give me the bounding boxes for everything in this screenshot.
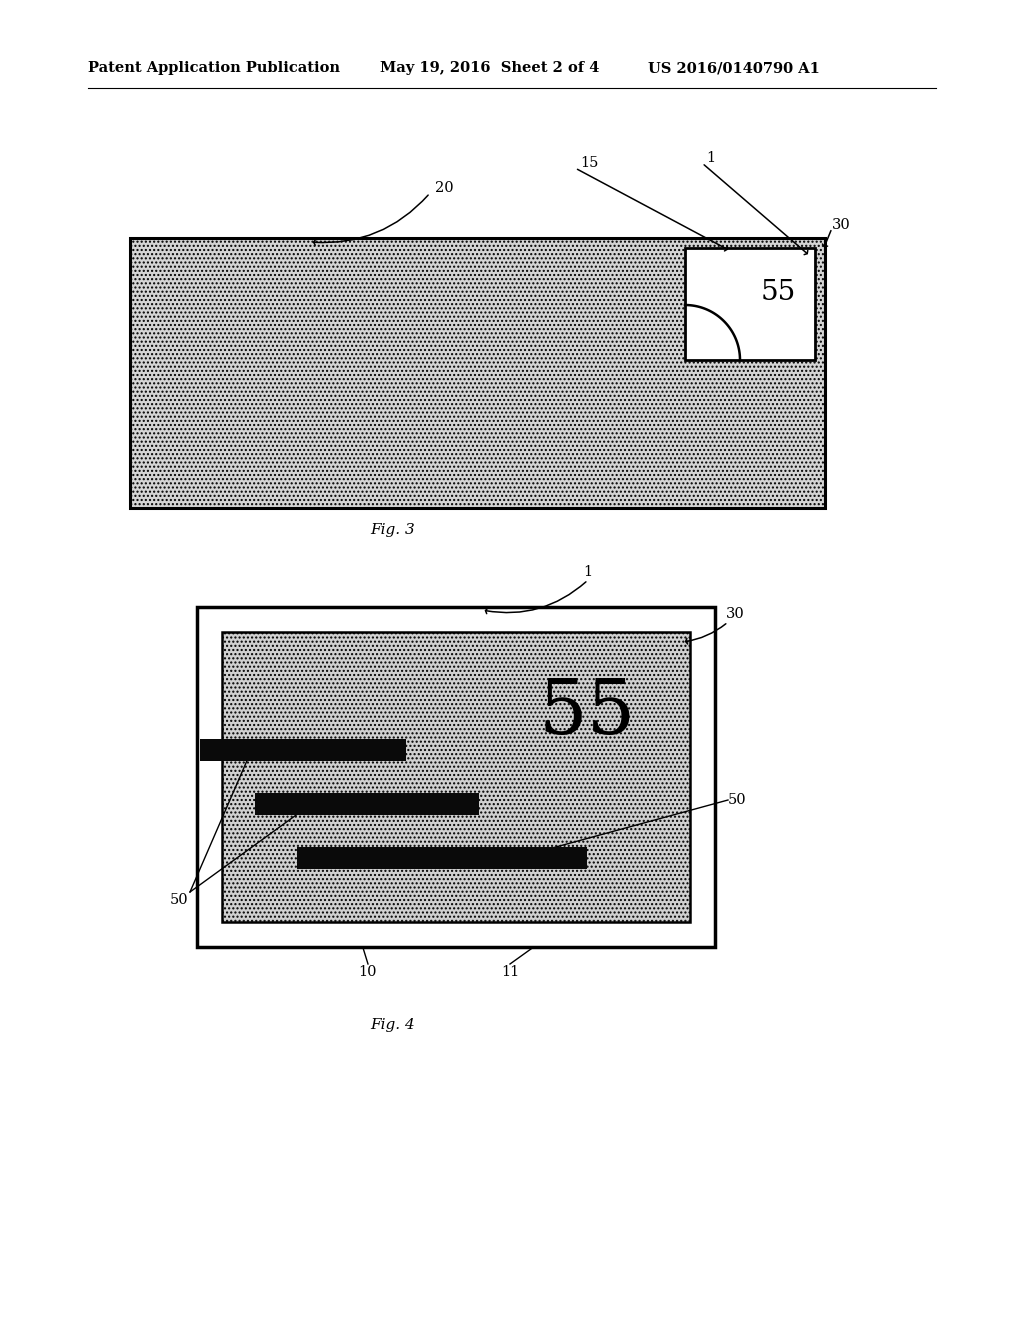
Bar <box>200 739 406 762</box>
Text: 55: 55 <box>539 676 636 750</box>
Text: 15: 15 <box>580 156 598 170</box>
Bar <box>685 248 815 360</box>
Text: May 19, 2016  Sheet 2 of 4: May 19, 2016 Sheet 2 of 4 <box>380 61 599 75</box>
Text: 1: 1 <box>583 565 592 579</box>
Text: US 2016/0140790 A1: US 2016/0140790 A1 <box>648 61 820 75</box>
Text: Fig. 4: Fig. 4 <box>370 1018 415 1032</box>
Bar <box>197 607 715 946</box>
Bar <box>130 238 825 508</box>
Text: 30: 30 <box>831 218 851 232</box>
Text: 10: 10 <box>358 965 377 979</box>
Bar <box>222 632 690 921</box>
Text: 1: 1 <box>706 150 715 165</box>
Text: 20: 20 <box>435 181 454 195</box>
Bar <box>255 793 479 816</box>
Text: 30: 30 <box>726 607 744 620</box>
Text: Patent Application Publication: Patent Application Publication <box>88 61 340 75</box>
Text: 50: 50 <box>170 894 188 907</box>
Text: 55: 55 <box>761 280 797 306</box>
Text: 50: 50 <box>728 793 746 807</box>
Text: 11: 11 <box>501 965 519 979</box>
Text: Fig. 3: Fig. 3 <box>370 523 415 537</box>
Bar <box>297 847 587 870</box>
